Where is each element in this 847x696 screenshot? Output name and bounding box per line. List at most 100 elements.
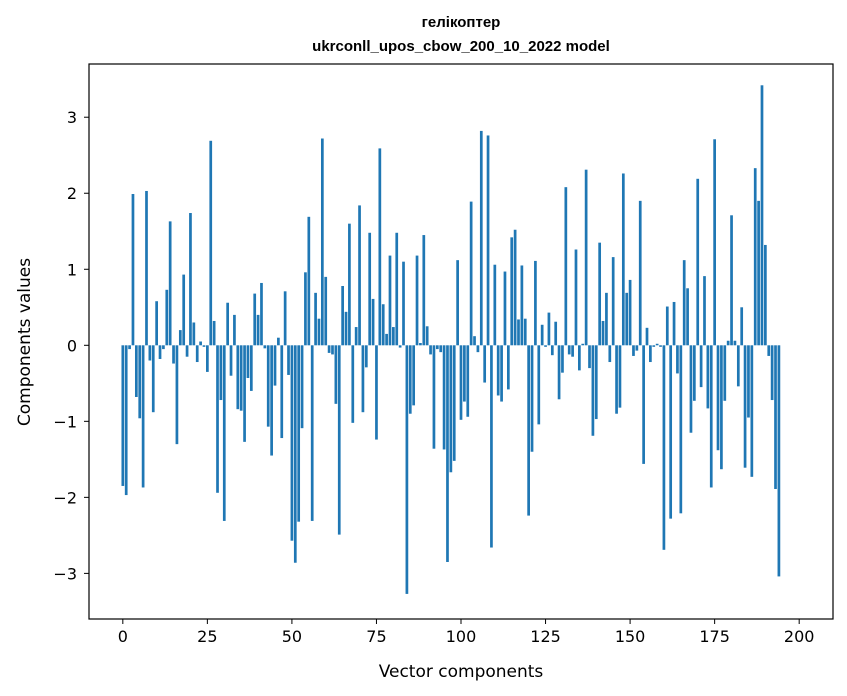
- bar: [172, 345, 175, 364]
- y-tick-label: 3: [67, 108, 77, 127]
- bar: [236, 345, 240, 410]
- bar: [493, 264, 497, 346]
- bars-layer: [121, 85, 781, 594]
- bar: [249, 345, 253, 391]
- bar: [226, 302, 230, 346]
- bar: [753, 168, 757, 346]
- bar: [260, 282, 263, 346]
- x-tick-label: 25: [197, 627, 217, 646]
- bar: [229, 345, 233, 376]
- bar: [645, 327, 649, 346]
- bar: [402, 261, 405, 346]
- bar: [327, 345, 331, 353]
- bar: [564, 187, 568, 346]
- x-tick-label: 150: [615, 627, 646, 646]
- bar: [578, 345, 581, 371]
- plot-frame: [88, 63, 834, 620]
- bar: [611, 257, 615, 346]
- bar: [131, 194, 135, 346]
- bar: [459, 345, 463, 420]
- bar: [398, 345, 402, 348]
- x-tick-label: 75: [366, 627, 386, 646]
- y-tick-label: 1: [67, 260, 77, 279]
- bar: [375, 345, 378, 440]
- bar: [212, 320, 216, 346]
- bar: [500, 345, 503, 402]
- bar: [446, 345, 449, 562]
- bar: [672, 301, 676, 346]
- bar: [246, 345, 250, 378]
- y-tick-label: 2: [67, 184, 77, 203]
- bar: [638, 200, 642, 346]
- bar: [523, 318, 527, 346]
- bar: [348, 223, 351, 346]
- bar: [419, 343, 422, 346]
- bar: [128, 345, 131, 350]
- bar: [584, 169, 588, 346]
- bar: [307, 216, 311, 346]
- y-tick-label: −2: [53, 488, 77, 507]
- bar: [388, 255, 392, 346]
- x-tick-label: 50: [282, 627, 302, 646]
- bar: [273, 345, 277, 386]
- bar: [442, 345, 446, 450]
- bar: [513, 229, 517, 346]
- bar: [233, 314, 236, 346]
- bar: [206, 345, 209, 372]
- bar: [534, 260, 537, 346]
- bar: [219, 345, 223, 401]
- bar: [270, 345, 273, 456]
- bar: [682, 260, 686, 346]
- bar: [483, 345, 487, 383]
- bar: [615, 345, 618, 414]
- bar: [574, 249, 578, 346]
- x-tick-label: 125: [530, 627, 561, 646]
- bar: [358, 205, 361, 346]
- bar: [567, 345, 571, 355]
- bar: [561, 345, 564, 373]
- bar: [429, 345, 432, 355]
- bar: [679, 345, 683, 514]
- y-axis-label: Components values: [15, 258, 35, 426]
- bar: [703, 276, 706, 346]
- bar: [740, 307, 744, 346]
- bar: [341, 286, 344, 346]
- bar: [199, 341, 202, 346]
- bar: [496, 345, 500, 396]
- x-tick-label: 200: [784, 627, 815, 646]
- bar: [547, 312, 551, 346]
- bar: [652, 345, 656, 347]
- bar: [385, 333, 388, 346]
- bar: [189, 213, 192, 346]
- bar: [304, 272, 307, 346]
- bar: [368, 232, 372, 346]
- chart-title: гелікоптер: [422, 14, 501, 31]
- bar: [280, 345, 284, 439]
- bar: [138, 345, 142, 419]
- y-tick-label: −1: [53, 412, 77, 431]
- bar: [733, 340, 737, 346]
- bar: [720, 345, 723, 470]
- bar: [124, 345, 128, 496]
- bar: [432, 345, 436, 449]
- bar: [621, 173, 625, 346]
- bar: [601, 320, 605, 346]
- bar: [253, 293, 257, 346]
- bar: [425, 326, 429, 346]
- bar: [605, 292, 608, 346]
- bar: [530, 345, 534, 452]
- bar: [544, 345, 547, 347]
- bar: [168, 221, 172, 346]
- bar: [256, 314, 260, 346]
- bar: [222, 345, 226, 521]
- bar: [689, 345, 693, 433]
- x-tick-label: 0: [118, 627, 128, 646]
- y-ticks: −3 −2 −1 0 1 2 3: [53, 108, 89, 583]
- bar: [706, 345, 710, 409]
- bar: [371, 298, 375, 346]
- bar: [239, 345, 243, 411]
- bar: [774, 345, 777, 489]
- y-tick-label: −3: [53, 564, 77, 583]
- bar: [730, 215, 733, 346]
